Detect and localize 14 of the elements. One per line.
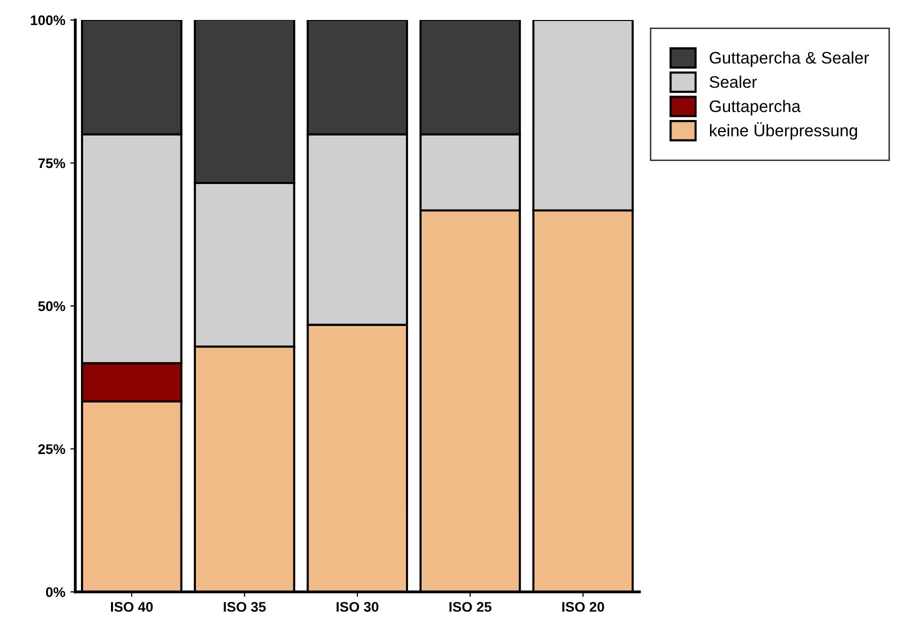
x-tick-label: ISO 25 — [450, 602, 492, 612]
x-tick-label: ISO 40 — [111, 602, 153, 612]
legend-label: Sealer — [710, 76, 757, 88]
y-tick-label: 75% — [38, 158, 66, 168]
legend-label: Guttapercha — [710, 100, 801, 116]
y-tick-label: 50% — [38, 301, 66, 312]
legend-label: Guttapercha & Sealer — [710, 51, 869, 67]
y-tick-label: 100% — [30, 15, 66, 26]
x-tick-label: ISO 35 — [224, 602, 266, 612]
y-tick-label: 0% — [46, 587, 66, 598]
x-tick-label: ISO 20 — [562, 602, 604, 612]
legend-label: keine Überpressung — [710, 122, 858, 140]
y-tick-label: 25% — [38, 444, 66, 454]
x-tick-label: ISO 30 — [336, 602, 378, 612]
